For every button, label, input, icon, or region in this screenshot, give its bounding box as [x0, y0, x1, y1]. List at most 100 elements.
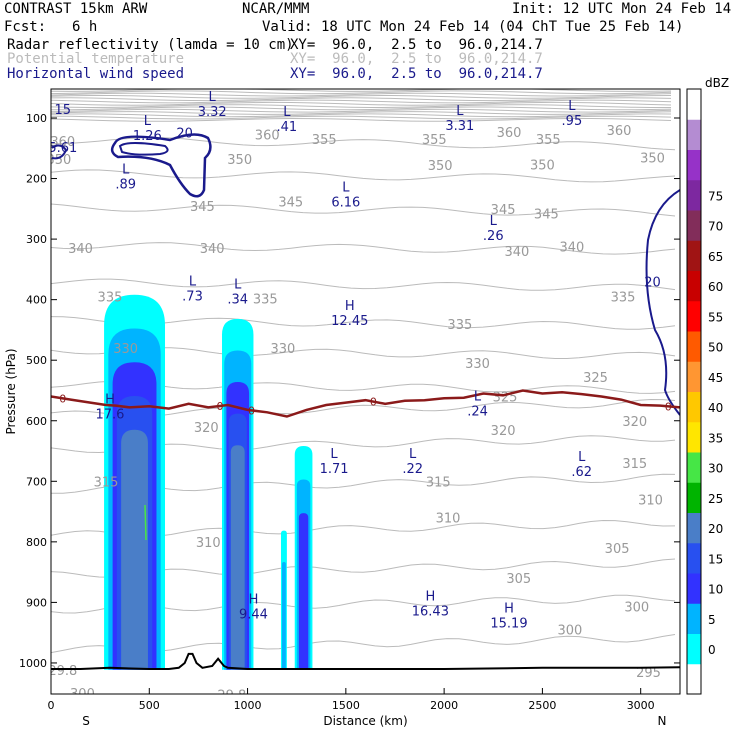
- theta-line-upper: [51, 97, 672, 102]
- zero-isotherm-label: 0: [217, 400, 224, 413]
- colorbar-tick-label: 5: [708, 613, 716, 627]
- y-tick-label: 200: [26, 173, 47, 186]
- theta-line-upper: [51, 89, 672, 92]
- field-theta-label: Potential temperature: [7, 51, 185, 67]
- theta-label: 360: [255, 128, 280, 143]
- theta-label: 345: [534, 208, 559, 223]
- theta-line-upper: [51, 108, 672, 113]
- theta-label: 355: [312, 133, 337, 148]
- colorbar-frame: [686, 88, 702, 695]
- wind-extremum-type: H: [345, 299, 355, 314]
- wind-extremum-type: L: [283, 105, 291, 120]
- wind-extremum-type: L: [234, 278, 242, 293]
- theta-label: 350: [428, 159, 453, 174]
- zero-isotherm: 0 0 0 0 0: [51, 389, 680, 418]
- wind-extremum-value: .95: [562, 114, 583, 129]
- field-wind-label: Horizontal wind speed: [7, 66, 185, 82]
- wind-extremum-value: 12.45: [331, 314, 368, 329]
- wind-extremum-value: 1.71: [320, 462, 349, 477]
- theta-line: [51, 242, 676, 255]
- wind-extremum-value: 3.32: [198, 105, 227, 120]
- theta-label: 29.8: [48, 664, 77, 679]
- wind-extremum-value: .22: [402, 462, 423, 477]
- theta-label: 300: [70, 687, 95, 702]
- theta-line-upper: [51, 113, 672, 118]
- wind-extremum-type: L: [568, 99, 576, 114]
- colorbar-tick-label: 65: [708, 250, 723, 264]
- colorbar-tick-label: 0: [708, 643, 716, 657]
- x-tick-label: 1500: [332, 699, 360, 712]
- wind-extremum-type: L: [474, 390, 482, 405]
- theta-line-upper: [51, 117, 672, 122]
- colorbar-swatch: [687, 573, 701, 604]
- theta-label: 335: [253, 292, 278, 307]
- theta-label: 320: [622, 415, 647, 430]
- theta-label: 355: [536, 133, 561, 148]
- wind-extremum-type: H: [105, 393, 115, 408]
- forecast-label: Fcst:: [4, 19, 47, 35]
- theta-label: 335: [611, 291, 636, 306]
- reflectivity-cell-2-level-2: [282, 561, 286, 670]
- wind-extremum-value: .41: [277, 120, 298, 135]
- colorbar-tick-label: 35: [708, 431, 723, 445]
- terrain-line: [51, 652, 680, 670]
- theta-label: 350: [227, 153, 252, 168]
- colorbar-swatch: [687, 542, 701, 574]
- wind-extremum-value: 16.43: [412, 604, 449, 619]
- colorbar-swatch: [687, 421, 701, 453]
- wind-extremum-type: L: [456, 104, 464, 119]
- theta-label: 29.8: [217, 688, 246, 703]
- theta-label: 340: [504, 245, 529, 260]
- valid-time: Valid: 18 UTC Mon 24 Feb 14 (04 ChT Tue …: [262, 19, 684, 35]
- terrain-profile: [51, 652, 680, 670]
- x-tick-label: 3000: [627, 699, 655, 712]
- colorbar-swatch: [687, 210, 701, 241]
- colorbar-swatch: [687, 452, 701, 483]
- y-tick-label: 800: [26, 536, 47, 549]
- x-tick-label: 2000: [430, 699, 458, 712]
- theta-label: 295: [636, 666, 661, 681]
- field-radar-xy: XY= 96.0, 2.5 to 96.0,214.7: [290, 37, 543, 53]
- theta-label: 335: [447, 318, 472, 333]
- reflectivity-cell-3-level-3: [298, 513, 309, 670]
- colorbar-swatch: [687, 512, 701, 544]
- wind-contour-upper-inner: [118, 142, 169, 156]
- colorbar-swatch: [687, 361, 701, 392]
- colorbar-swatch: [687, 119, 701, 150]
- theta-line-upper: [51, 90, 672, 95]
- colorbar-tick-label: 60: [708, 280, 723, 294]
- colorbar-swatch: [687, 603, 701, 634]
- zero-isotherm-label: 0: [59, 392, 66, 405]
- colorbar-swatch: [687, 149, 701, 181]
- colorbar-swatch: [687, 391, 701, 423]
- theta-label: 345: [278, 196, 303, 211]
- wind-extremum-type: L: [409, 447, 417, 462]
- forecast-hour: 6 h: [72, 19, 98, 35]
- wind-extremum-value: .24: [467, 405, 488, 420]
- y-axis-label: Pressure (hPa): [4, 348, 18, 434]
- theta-label: 330: [113, 342, 138, 357]
- wind-extremum-value: 15.19: [490, 617, 527, 632]
- x-tick-label: 0: [48, 699, 55, 712]
- theta-label: 320: [194, 421, 219, 436]
- colorbar-tick-label: 20: [708, 522, 723, 536]
- wind-extremum-type: L: [578, 450, 586, 465]
- theta-line: [51, 278, 676, 291]
- wind-extremum-value: .34: [227, 293, 248, 308]
- theta-label: 360: [497, 126, 522, 141]
- theta-label: 310: [638, 493, 663, 508]
- colorbar-tick-label: 55: [708, 310, 723, 324]
- theta-label: 300: [558, 624, 583, 639]
- colorbar-swatch: [687, 179, 701, 211]
- theta-label: 360: [607, 124, 632, 139]
- theta-line: [51, 203, 676, 217]
- wind-extremum-type: H: [425, 589, 435, 604]
- wind-contour-label: 15: [55, 103, 72, 118]
- model-title: CONTRAST 15km ARW: [4, 1, 148, 17]
- colorbar-swatch: [687, 663, 701, 695]
- colorbar-swatch: [687, 633, 701, 665]
- x-tick-label: 1000: [234, 699, 262, 712]
- theta-label: 305: [605, 542, 630, 557]
